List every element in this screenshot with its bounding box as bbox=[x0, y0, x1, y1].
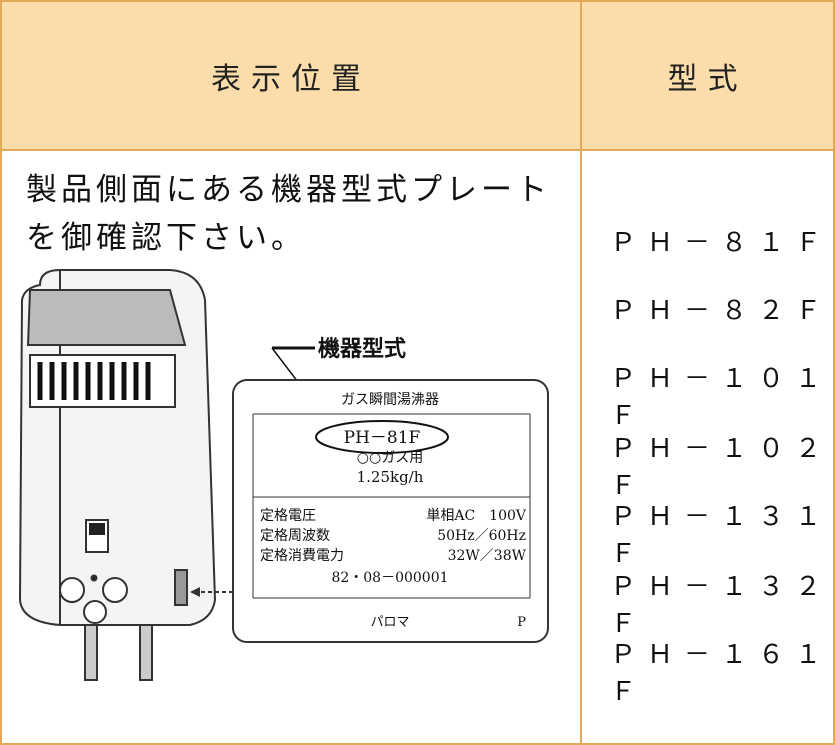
plate-serial: 82・08－000001 bbox=[331, 570, 448, 586]
model: ＰＨ－１０２Ｆ bbox=[610, 434, 833, 501]
header-model: 型式 bbox=[667, 61, 748, 97]
body-cell bbox=[581, 150, 835, 745]
plate-maker: パロマ bbox=[370, 615, 409, 630]
plate-value: 50Hz／60Hz bbox=[437, 528, 526, 544]
description: 製品側面にある機器型式プレートを御確認下さい。 bbox=[26, 172, 551, 256]
plate-key: 定格消費電力 bbox=[260, 548, 344, 564]
heater-drawing bbox=[18, 269, 217, 681]
model: ＰＨ－１６１Ｆ bbox=[610, 640, 833, 707]
model: ＰＨ－８２Ｆ bbox=[610, 296, 833, 326]
highlight bbox=[315, 420, 449, 454]
model: ＰＨ－８１Ｆ bbox=[610, 228, 833, 258]
model: ＰＨ－１３２Ｆ bbox=[610, 572, 833, 639]
plate-key: 定格電圧 bbox=[260, 508, 316, 524]
plate-value: 32W／38W bbox=[448, 548, 527, 564]
plate-mark: P bbox=[517, 615, 526, 630]
plate-gas: ○○ガス用 bbox=[357, 450, 423, 466]
header-location: 表示位置 bbox=[211, 61, 371, 97]
plate-value: 単相AC 100V bbox=[426, 508, 527, 524]
model: ＰＨ－１３１Ｆ bbox=[610, 502, 833, 569]
plate-title: ガス瞬間湯沸器 bbox=[341, 391, 439, 408]
plate-consumption: 1.25kg/h bbox=[357, 468, 424, 486]
header-cell: 型式 bbox=[581, 0, 835, 150]
header-cell: 表示位置 bbox=[0, 0, 581, 150]
plate-key: 定格周波数 bbox=[260, 528, 330, 544]
model: ＰＨ－１０１Ｆ bbox=[610, 364, 833, 431]
body-cell bbox=[0, 150, 581, 745]
callout-label: 機器型式 bbox=[318, 337, 406, 362]
plate-model: PH－81F bbox=[344, 428, 421, 448]
illustration: 機器型式 ガス瞬間湯沸器 PH－81F ○○ガス用 1.25kg/h 定格電圧 … bbox=[18, 269, 549, 681]
arrow-head bbox=[190, 587, 200, 597]
plate bbox=[232, 379, 549, 643]
